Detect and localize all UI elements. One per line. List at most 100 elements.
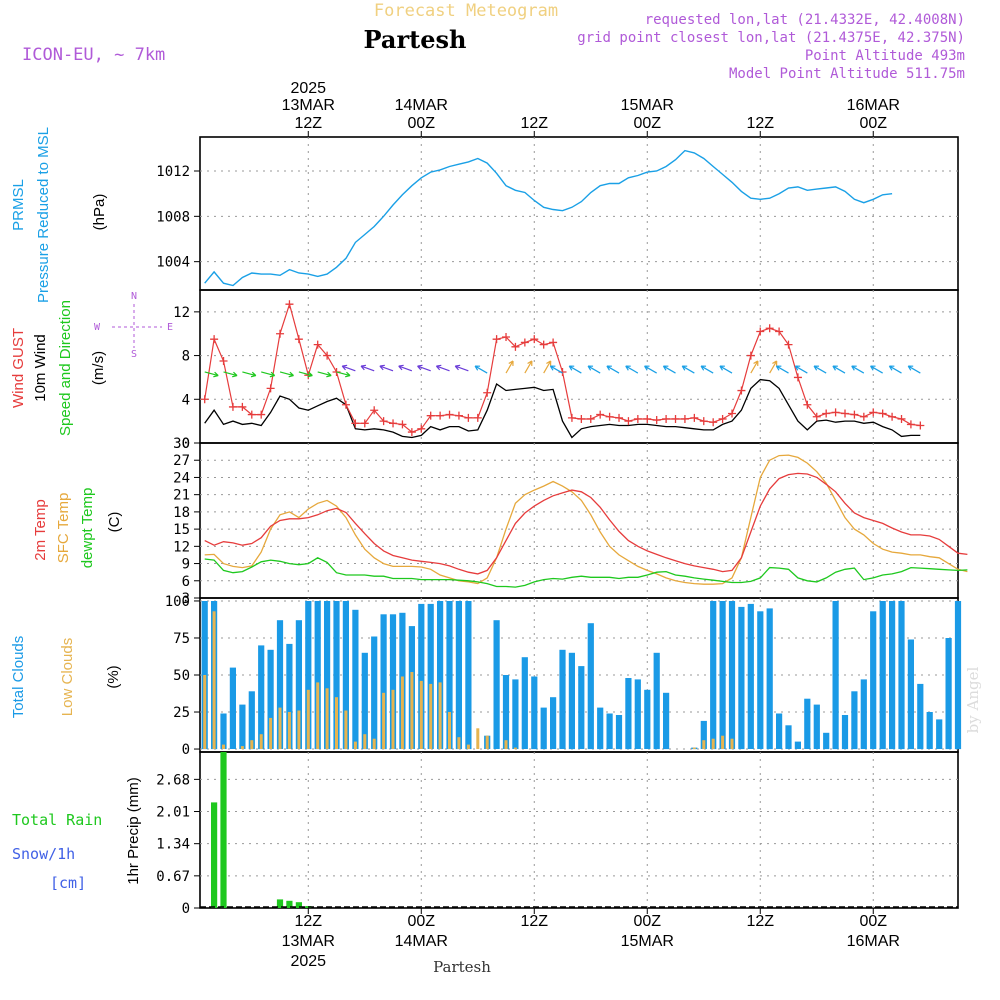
total-cloud-bar [455,601,462,750]
total-cloud-bar [371,636,378,749]
wind-gust-marker [445,410,454,419]
wind-gust-marker [859,412,868,421]
grid-point-coords: grid point closest lon,lat (21.4375E, 42… [577,30,965,46]
total-cloud-bar [352,609,359,749]
total-cloud-bar [663,692,670,750]
total-cloud-bar [804,698,811,749]
wind-direction-arrow [625,365,639,374]
wind-gust-marker [784,340,793,349]
low-cloud-bar [391,689,395,749]
low-cloud-bar [410,672,414,749]
top-axis-hour: 12Z [746,115,774,132]
total-cloud-bar [578,666,585,749]
low-cloud-bar [250,740,254,750]
wind-unit: (m/s) [90,351,107,385]
total-cloud-bar [954,601,962,750]
temp-unit: (C) [106,512,123,533]
wind-direction-arrow [417,364,431,372]
wind-direction-arrow [568,365,582,374]
total-cloud-bar [380,614,387,750]
wind-direction-arrow [794,365,808,374]
bottom-axis-hour: 12Z [746,913,774,930]
wind-direction-arrow [813,365,827,374]
low-cloud-bar [429,683,433,750]
wind-gust-marker [643,414,652,423]
rain-bar [286,900,293,908]
total-cloud-bar [418,603,425,749]
total-cloud-bar [597,707,604,750]
low-cloud-bar [212,611,216,749]
wind-direction-arrow [360,364,375,372]
wind-gust-marker [379,417,388,426]
total-cloud-label: Total Clouds [10,636,27,719]
y-tick-label: 50 [173,668,190,684]
panel-temperature [194,442,968,599]
wind-gust-marker [210,335,219,344]
wind-gust-marker [803,400,812,409]
low-cloud-bar [466,744,470,749]
y-tick-label: 2.01 [156,805,190,821]
wind-direction-arrow [379,364,394,372]
top-axis-date: 13MAR [282,97,335,114]
compass-e: E [167,322,173,333]
pressure-label-2: Pressure Reduced to MSL [35,127,52,303]
panel-pressure [194,136,959,291]
total-cloud-bar [512,679,519,749]
wind-direction-arrow [750,360,759,374]
total-cloud-bar [361,652,368,750]
total-cloud-bar [917,683,924,750]
rain-bar [220,752,227,908]
compass-s: S [131,349,137,360]
total-cloud-bar [342,601,349,750]
wind-direction-arrow [719,365,733,374]
point-altitude: Point Altitude 493m [805,48,965,64]
wind-gust-marker [398,420,407,429]
y-tick-label: 0 [182,742,190,758]
bottom-axis-date: 16MAR [847,933,900,950]
wind-gust-marker [323,351,332,360]
total-cloud-bar [634,679,641,749]
wind-gust-marker [426,411,435,420]
compass-rose: N S W E [94,291,173,360]
total-cloud-bar [728,601,736,750]
wind-gust-marker [389,419,398,428]
total-cloud-bar [738,606,745,750]
wind-gust-marker [520,338,529,347]
total-cloud-bar [220,713,227,749]
low-cloud-bar [382,692,386,750]
total-cloud-bar [267,649,274,749]
rain-bar [295,902,302,908]
total-cloud-bar [550,697,557,749]
pressure-label-1: PRMSL [10,179,27,231]
total-cloud-bar [333,601,340,750]
wind-gust-marker [756,327,765,336]
snow-label: Snow/1h [12,845,75,863]
bottom-axis-hour: 12Z [520,913,548,930]
wind-gust-marker [200,395,209,404]
low-cloud-bar [203,675,207,749]
wind-gust-marker [492,335,501,344]
low-cloud-bar [316,682,320,749]
wind-gust-marker [276,329,285,338]
total-cloud-bar [794,741,801,749]
sfc-temp-line [204,454,968,585]
wind-gust-marker [841,409,850,418]
pressure-unit: (hPa) [91,194,108,231]
total-cloud-bar [823,732,830,750]
wind-gust-marker [822,409,831,418]
wind-direction-arrow [204,371,219,378]
wind-direction-arrow [298,371,313,378]
total-cloud-bar [757,611,764,749]
total-cloud-bar [700,720,707,749]
wind-direction-arrow [681,365,695,374]
tsfc-label: SFC Temp [55,493,72,564]
total-cloud-bar [314,601,321,750]
wind-direction-arrow [775,365,789,374]
wind-direction-arrow [851,365,865,374]
total-cloud-bar [568,652,575,750]
wind-gust-marker [483,388,492,397]
low-cloud-bar [513,747,517,750]
wind-gust-marker [850,410,859,419]
wind-direction-arrow [279,371,294,378]
bottom-axis-date: 15MAR [621,933,674,950]
